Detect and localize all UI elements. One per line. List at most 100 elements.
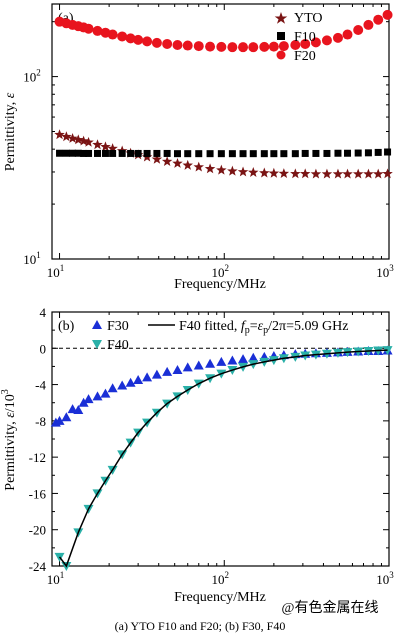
- data-point-yto: [227, 165, 238, 176]
- data-point-f10: [134, 149, 142, 157]
- legend-marker-f30: [92, 320, 102, 329]
- data-point-f20: [133, 34, 144, 45]
- data-point-f10: [143, 149, 151, 157]
- legend-item-f40: F40: [92, 338, 129, 353]
- data-point-f10: [291, 150, 299, 158]
- legend-marker-f40: [92, 340, 102, 349]
- data-point-f30: [248, 352, 259, 362]
- data-point-f20: [332, 32, 343, 43]
- data-point-yto: [372, 168, 384, 179]
- panel-b-y-tick-label: -20: [29, 523, 46, 538]
- data-point-yto: [78, 135, 89, 146]
- data-point-f20: [300, 38, 311, 49]
- panel-b-x-tick-label: 101: [47, 570, 65, 587]
- panel-a-y-axis-label-main: Permittivity,: [3, 98, 18, 171]
- data-point-f20: [182, 40, 193, 51]
- panel-b-y-ticks: 4 0 -4 -8 -12 -16 -20 -24: [29, 305, 389, 574]
- legend-fit-fp-sub: p: [245, 325, 250, 336]
- data-point-f20: [259, 41, 270, 52]
- data-point-f10: [374, 148, 382, 156]
- data-point-f20: [248, 42, 259, 53]
- legend-fit-ep-sub: p: [263, 325, 268, 336]
- panel-b-y-axis-label: Permittivity, ε/103: [0, 389, 18, 490]
- watermark: @有色金属在线: [282, 599, 379, 616]
- panel-a-y-tick-label: 102: [23, 68, 41, 85]
- data-point-f10: [354, 149, 362, 157]
- data-point-f10: [228, 150, 236, 158]
- data-point-yto: [216, 164, 227, 175]
- data-point-f10: [184, 150, 192, 158]
- data-point-f20: [193, 41, 204, 52]
- data-point-f30: [92, 391, 103, 401]
- data-point-f20: [382, 9, 393, 20]
- data-point-f20: [125, 33, 136, 44]
- data-point-f30: [78, 397, 89, 407]
- data-point-f10: [270, 150, 278, 158]
- panel-b-x-axis-label: Frequency/MHz: [174, 590, 266, 605]
- data-point-f30: [205, 358, 216, 368]
- data-point-f10: [280, 150, 288, 158]
- data-point-f20: [216, 41, 227, 52]
- panel-a-x-axis-label: Frequency/MHz: [174, 277, 266, 292]
- data-point-yto: [73, 134, 84, 145]
- data-point-yto: [67, 132, 78, 143]
- data-point-yto: [193, 161, 204, 172]
- panel-b-y-axis-label-unit: /10: [3, 394, 18, 412]
- legend-fit-eq: =: [250, 319, 258, 334]
- data-point-yto: [61, 131, 72, 142]
- data-point-f20: [227, 42, 238, 53]
- data-point-yto: [321, 168, 333, 179]
- data-point-f10: [173, 150, 181, 158]
- data-point-f20: [353, 25, 364, 36]
- legend-fit-main: F40 fitted,: [179, 319, 241, 334]
- panel-b-x-tick-label: 103: [376, 570, 394, 587]
- data-point-f10: [206, 150, 214, 158]
- data-point-f10: [249, 150, 257, 158]
- panel-b-y-axis-label-exp: 3: [0, 389, 11, 394]
- data-point-f10: [85, 149, 93, 157]
- data-point-f30: [142, 372, 153, 382]
- panel-a-y-axis-label: Permittivity, ε: [3, 92, 18, 171]
- data-point-yto: [237, 166, 249, 177]
- panel-a-series: [54, 9, 393, 179]
- data-point-yto: [248, 167, 259, 177]
- legend-marker-yto: [274, 12, 288, 24]
- panel-b-y-axis-label-main: Permittivity,: [3, 418, 18, 491]
- legend-label-f40: F40: [107, 338, 129, 353]
- data-point-f10: [239, 150, 247, 158]
- data-point-yto: [259, 167, 270, 178]
- legend-label-f40-fitted: F40 fitted, fp=εp/2π=5.09 GHz: [179, 319, 348, 336]
- data-point-f30: [73, 404, 84, 414]
- data-point-f20: [151, 37, 162, 48]
- panel-a-x-tick-label: 103: [376, 263, 394, 280]
- panel-b-y-axis-label-symbol: ε: [3, 412, 18, 418]
- data-point-yto: [172, 157, 183, 168]
- panel-b-y-tick-label: -16: [29, 486, 47, 501]
- data-point-yto: [299, 168, 311, 179]
- data-point-yto: [352, 168, 364, 179]
- f40-fitted-curve: [58, 349, 388, 568]
- data-point-f30: [216, 356, 227, 366]
- legend-fit-tail: /2π=5.09 GHz: [268, 319, 348, 334]
- data-point-f30: [117, 380, 128, 390]
- panel-a-y-axis-label-symbol: ε: [3, 92, 18, 98]
- data-point-yto: [161, 156, 173, 167]
- data-point-f10: [344, 149, 352, 157]
- data-point-f20: [117, 31, 128, 42]
- legend-item-f10: F10: [277, 30, 316, 45]
- series-f40: [54, 346, 393, 571]
- legend-marker-f10: [277, 32, 285, 40]
- legend-fit-fp: f: [241, 319, 247, 334]
- legend-marker-f20: [276, 50, 286, 60]
- panel-b-legend: F30 F40 F40 fitted, fp=εp/2π=5.09 GHz: [92, 319, 348, 353]
- data-point-yto: [342, 168, 353, 179]
- data-point-f10: [93, 149, 101, 157]
- panel-b-y-tick-label: 0: [40, 341, 47, 356]
- data-point-f30: [238, 354, 249, 364]
- data-point-yto: [204, 163, 216, 174]
- panel-a-y-ticks: 101 102: [23, 21, 389, 267]
- data-point-f10: [323, 149, 331, 157]
- data-point-yto: [310, 168, 322, 179]
- panel-b-y-tick-label: -4: [35, 378, 46, 393]
- legend-label-f20: F20: [294, 49, 316, 64]
